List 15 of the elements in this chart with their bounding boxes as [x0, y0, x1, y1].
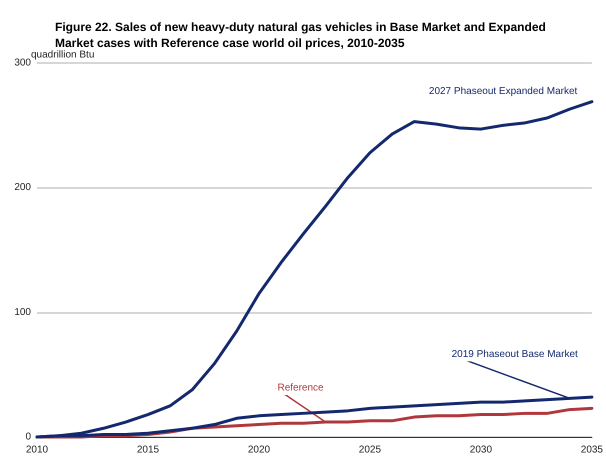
x-tick-label: 2015 — [136, 444, 160, 456]
text: 2019 Phaseout Base Market — [452, 348, 578, 360]
y-tick-label: 300 — [14, 58, 32, 68]
x-tick-label: 2030 — [470, 444, 492, 456]
y-tick-label: 0 — [25, 432, 32, 442]
x-tick-label: 2035 — [580, 444, 604, 456]
chart-title: Figure 22. Sales of new heavy-duty natural gas vehicles in Base Market and Expanded Market cases with Reference case world oil prices, 2010-2035 — [55, 20, 546, 50]
text: Reference — [277, 382, 324, 394]
y-axis-title: quadrillion Btu — [31, 50, 94, 60]
y-tick-label: 200 — [14, 182, 32, 194]
series-label: 2027 Phaseout Expanded Market — [428, 86, 578, 97]
y-tick-label: 100 — [14, 306, 32, 318]
x-tick-label: 2020 — [248, 444, 271, 456]
x-tick-label: 2010 — [26, 444, 49, 456]
x-tick-label: 2025 — [358, 444, 382, 456]
